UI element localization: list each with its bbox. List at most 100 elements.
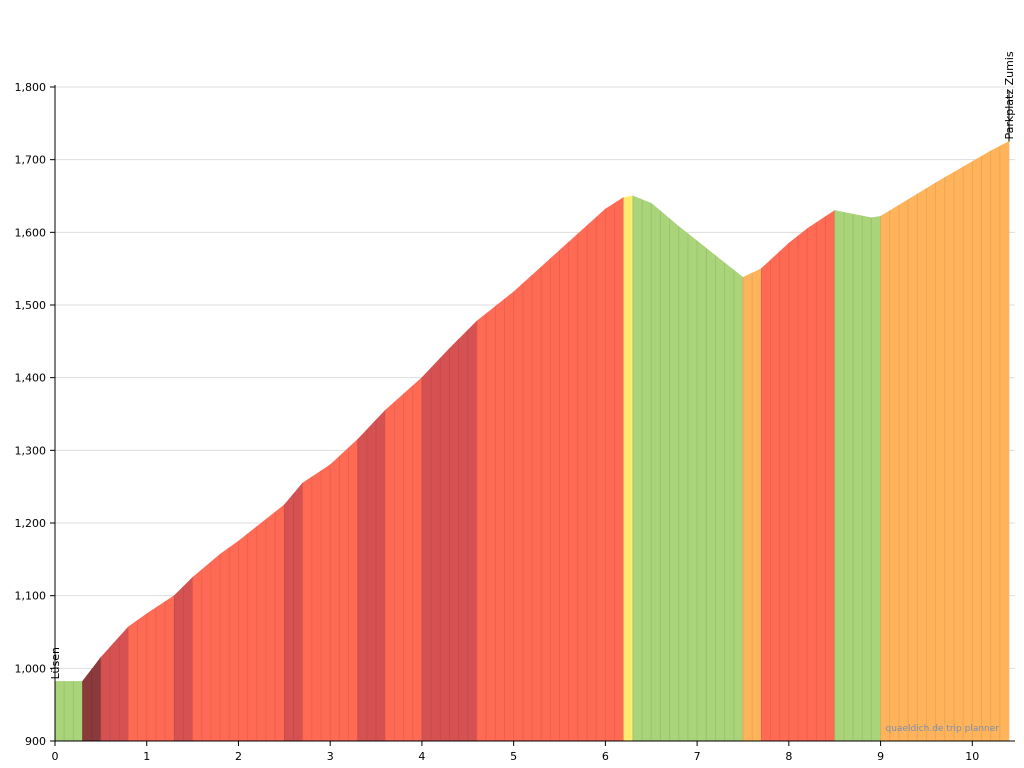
x-tick-label: 1 — [143, 750, 150, 763]
gradient-band — [394, 393, 404, 742]
gradient-band — [348, 438, 359, 742]
gradient-band — [779, 242, 790, 742]
gradient-band — [164, 595, 175, 742]
gradient-band — [806, 222, 817, 742]
gradient-band — [329, 455, 340, 742]
gradient-band — [981, 150, 991, 742]
gradient-band — [476, 313, 487, 742]
gradient-band — [458, 329, 469, 742]
gradient-band — [972, 155, 982, 742]
gradient-band — [696, 240, 707, 742]
gradient-band — [595, 208, 606, 742]
x-tick-label: 8 — [785, 750, 792, 763]
annotation-label: Parkplatz Zumis — [1003, 51, 1016, 139]
gradient-band — [962, 161, 973, 742]
gradient-band — [192, 569, 203, 742]
gradient-band — [742, 272, 753, 742]
annotation-label: Lüsen — [49, 647, 62, 679]
gradient-band — [916, 187, 927, 742]
gradient-band — [421, 367, 432, 742]
gradient-band — [238, 533, 248, 742]
gradient-band — [54, 681, 65, 742]
x-tick-label: 0 — [52, 750, 59, 763]
gradient-band — [274, 504, 285, 742]
gradient-band — [852, 213, 863, 742]
gradient-band — [256, 518, 267, 742]
y-tick-label: 1,600 — [15, 226, 47, 239]
gradient-band — [73, 681, 83, 742]
gradient-band — [843, 211, 854, 742]
y-tick-label: 1,200 — [15, 517, 47, 530]
y-tick-label: 1,100 — [15, 590, 47, 603]
x-tick-label: 7 — [694, 750, 701, 763]
gradient-band — [467, 320, 478, 742]
gradient-band — [522, 274, 533, 742]
gradient-band — [540, 258, 551, 742]
y-tick-label: 900 — [25, 735, 46, 748]
gradient-band — [91, 656, 102, 742]
gradient-band — [678, 225, 689, 742]
gradient-band — [660, 210, 670, 742]
gradient-band — [944, 171, 955, 742]
gradient-band — [861, 215, 872, 742]
gradient-band — [412, 376, 423, 742]
x-tick-label: 5 — [510, 750, 517, 763]
gradient-band — [953, 166, 964, 742]
gradient-band — [577, 224, 588, 742]
gradient-band — [641, 199, 652, 742]
y-tick-label: 1,500 — [15, 299, 47, 312]
gradient-band — [907, 193, 918, 742]
gradient-band — [339, 447, 349, 742]
gradient-band — [999, 141, 1010, 742]
gradient-band — [293, 482, 303, 742]
gradient-band — [889, 204, 900, 742]
gradient-band — [614, 196, 625, 742]
gradient-band — [770, 251, 780, 742]
watermark: quaeldich.de trip planner — [886, 724, 1000, 734]
gradient-band — [265, 511, 276, 742]
gradient-band — [430, 357, 441, 742]
gradient-band — [550, 249, 560, 742]
gradient-band — [880, 210, 891, 742]
gradient-band — [357, 428, 368, 742]
gradient-band — [128, 619, 138, 742]
gradient-band — [100, 646, 111, 742]
gradient-band — [605, 202, 615, 742]
y-tick-label: 1,700 — [15, 154, 47, 167]
gradient-band — [632, 195, 643, 742]
gradient-band — [926, 182, 936, 742]
gradient-band — [366, 419, 377, 742]
gradient-band — [228, 540, 239, 742]
gradient-band — [559, 241, 569, 742]
gradient-band — [825, 209, 836, 742]
gradient-band — [990, 145, 1001, 742]
gradient-band — [816, 216, 826, 742]
gradient-band — [375, 409, 386, 742]
gradient-band — [284, 493, 294, 742]
gradient-band — [155, 601, 166, 742]
gradient-band — [687, 233, 698, 742]
gradient-band — [568, 233, 579, 742]
gradient-band — [403, 385, 414, 742]
gradient-band — [871, 215, 881, 742]
y-tick-label: 1,300 — [15, 444, 47, 457]
gradient-band — [935, 177, 946, 742]
gradient-band — [705, 247, 716, 742]
gradient-band — [586, 216, 597, 742]
gradient-band — [320, 464, 331, 742]
gradient-band — [623, 195, 634, 742]
gradient-band — [485, 305, 496, 742]
x-tick-label: 6 — [602, 750, 609, 763]
gradient-band — [118, 626, 129, 742]
gradient-band — [311, 470, 322, 742]
gradient-band — [898, 199, 909, 742]
gradient-band — [669, 218, 680, 742]
x-tick-label: 10 — [965, 750, 979, 763]
y-tick-label: 1,000 — [15, 662, 47, 675]
gradient-band — [761, 259, 771, 742]
gradient-band — [531, 266, 542, 742]
gradient-band — [63, 681, 74, 742]
gradient-band — [384, 401, 395, 742]
gradient-band — [210, 553, 221, 742]
